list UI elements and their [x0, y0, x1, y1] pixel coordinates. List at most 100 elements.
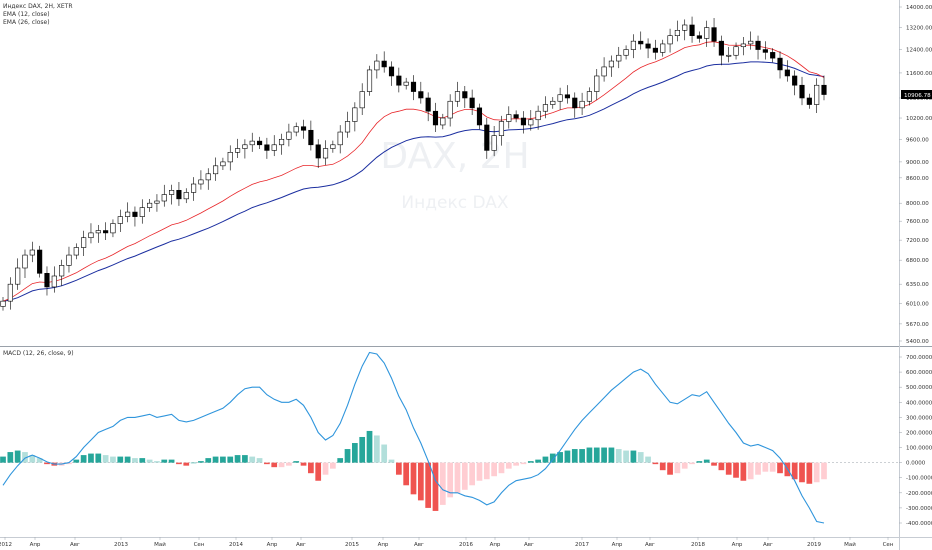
price-tick-label: 14000.00: [906, 5, 932, 11]
histogram-bar: [696, 461, 703, 463]
candle-body-up: [667, 35, 673, 45]
histogram-bar: [703, 459, 710, 463]
candle: [286, 123, 292, 147]
price-axis[interactable]: 14000.0013200.0012400.0011600.0010800.00…: [899, 5, 932, 345]
histogram-bar: [183, 462, 190, 466]
candle: [264, 137, 270, 159]
histogram-bar: [242, 455, 248, 463]
candle-body-down: [806, 97, 812, 105]
histogram-bar: [110, 456, 116, 463]
time-tick-label: 2019: [807, 542, 821, 548]
candle: [22, 249, 28, 278]
candle: [198, 170, 204, 190]
candle: [784, 60, 790, 82]
candle-body-up: [161, 194, 167, 202]
time-tick-label: Авг: [763, 542, 773, 548]
price-tick-label: 9600.00: [906, 137, 929, 143]
candle: [432, 102, 439, 133]
histogram-bar: [608, 447, 615, 463]
legend-ema-fast[interactable]: EMA (12, close): [3, 11, 50, 18]
candle: [777, 51, 783, 79]
candle-body-down: [762, 49, 768, 53]
time-tick-label: Авг: [414, 542, 424, 548]
histogram-bar: [652, 462, 659, 465]
candle-body-down: [256, 140, 263, 146]
legend-macd[interactable]: MACD (12, 26, close, 9): [3, 350, 74, 357]
candle-body-up: [359, 91, 365, 109]
candle: [249, 132, 255, 152]
histogram-bar: [542, 456, 549, 463]
legend-ema-slow[interactable]: EMA (26, close): [3, 19, 50, 26]
candle-body-up: [374, 60, 380, 71]
histogram-bar: [425, 462, 432, 508]
candle: [498, 115, 505, 146]
time-axis[interactable]: 2012 Апр Авг 2013 Май Сен 2014 Апр Авг 2015 Апр Авг…: [0, 537, 894, 548]
histogram-bar: [571, 449, 578, 463]
histogram-bar: [373, 435, 380, 463]
histogram-bar: [799, 462, 805, 483]
time-tick-label: Сен: [883, 542, 894, 548]
candle-body-down: [132, 211, 138, 217]
histogram-bar: [813, 462, 820, 483]
candle: [506, 106, 512, 129]
candle-body-down: [37, 249, 43, 274]
candle: [191, 177, 197, 201]
time-tick-label: 2016: [459, 542, 473, 548]
candle: [652, 39, 658, 60]
legend-symbol[interactable]: Индекс DAX, 2Н, XETR: [3, 3, 73, 10]
histogram-bar: [681, 462, 688, 469]
histogram-bar: [212, 456, 219, 463]
candle-body-up: [0, 300, 6, 307]
candle-body-up: [608, 60, 614, 68]
histogram-bar: [667, 462, 673, 475]
price-tick-label: 5670.00: [906, 322, 929, 328]
time-tick-label: Авг: [70, 542, 80, 548]
macd-axis[interactable]: 700.0000 600.0000 500.0000 400.0000 300.0000…: [899, 355, 932, 527]
candle-body-down: [469, 97, 475, 109]
histogram-bar: [146, 459, 153, 463]
candle: [454, 81, 461, 107]
candle-body-down: [176, 189, 182, 200]
candle-body-down: [103, 230, 109, 234]
candle-body-down: [645, 43, 651, 49]
candle: [366, 65, 373, 96]
watermark-description: Индекс DAX: [401, 193, 508, 213]
histogram-bar: [308, 462, 314, 474]
time-tick-label: 2013: [114, 542, 128, 548]
histogram-bar: [351, 443, 358, 463]
candle-body-up: [198, 179, 204, 185]
candle-body-up: [674, 29, 680, 36]
candle: [542, 96, 549, 119]
candle-body-up: [234, 148, 241, 153]
histogram-bar: [454, 462, 461, 493]
candle: [711, 17, 717, 47]
candle: [726, 46, 732, 63]
histogram-bar: [461, 462, 468, 490]
candle-body-down: [564, 94, 571, 99]
candle-body-down: [718, 40, 724, 56]
candle-body-up: [22, 254, 28, 269]
price-tick-label: 12400.00: [906, 48, 932, 54]
candle: [344, 111, 351, 138]
histogram-bar: [154, 461, 160, 463]
histogram-bar: [513, 462, 519, 466]
candle: [821, 75, 827, 101]
candle-body-down: [652, 47, 658, 53]
time-tick-label: Авг: [296, 542, 306, 548]
candle: [154, 194, 160, 212]
candle: [330, 140, 336, 153]
candle: [601, 57, 607, 82]
candle: [608, 55, 614, 77]
histogram-bar: [476, 462, 483, 481]
candle: [88, 223, 94, 244]
histogram-bar: [733, 462, 739, 478]
candle-body-up: [660, 43, 666, 53]
candle-body-down: [462, 91, 468, 99]
histogram-bar: [395, 462, 402, 475]
time-tick-label: Апр: [378, 542, 389, 548]
candle: [520, 111, 527, 134]
histogram-bar: [689, 462, 695, 465]
candle: [359, 83, 365, 115]
histogram-bar: [29, 455, 36, 463]
